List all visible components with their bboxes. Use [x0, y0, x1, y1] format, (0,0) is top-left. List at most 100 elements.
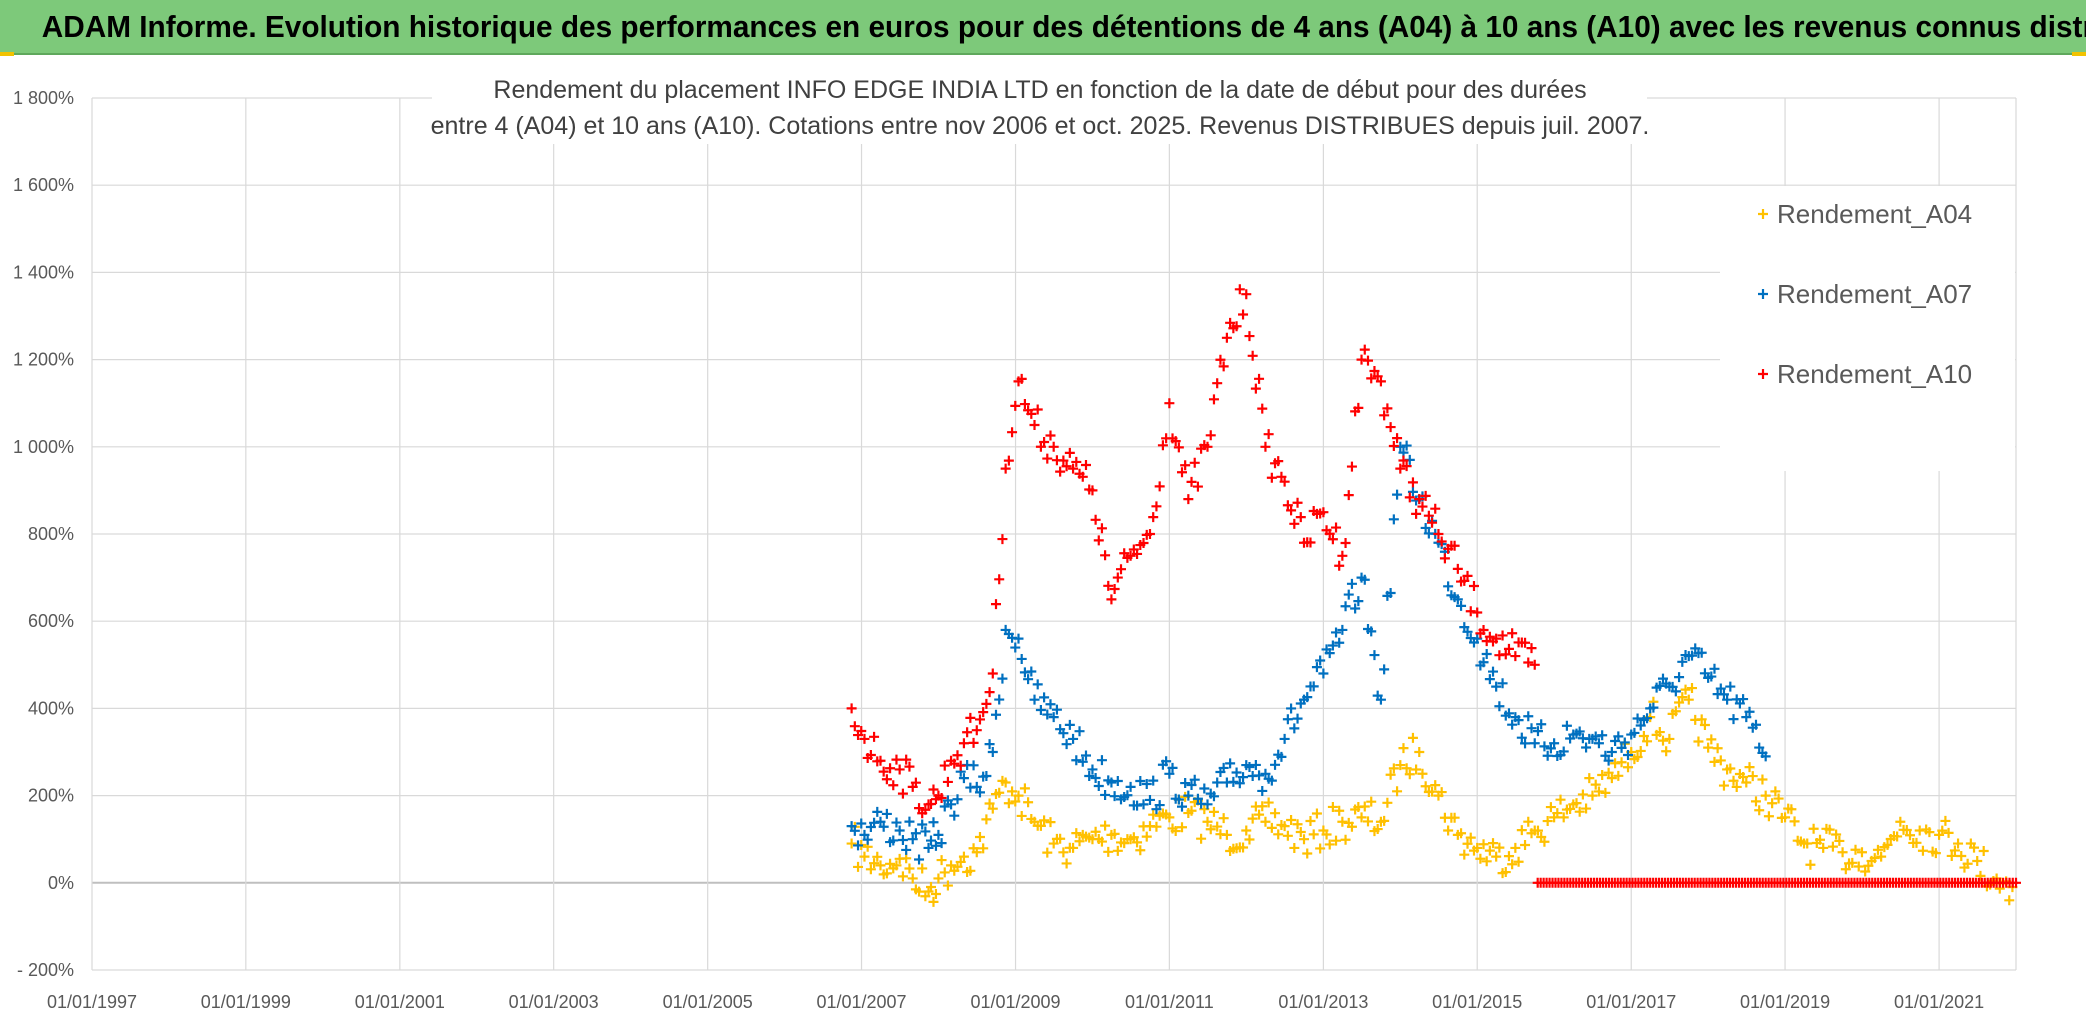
data-point-fill	[1282, 500, 1293, 511]
data-point-fill	[1552, 808, 1563, 819]
x-tick-label: 01/01/2005	[663, 992, 753, 1012]
data-point	[1000, 777, 1011, 788]
data-point-fill	[1661, 746, 1672, 757]
data-point-fill	[1071, 456, 1082, 467]
data-point-fill	[881, 774, 892, 785]
y-tick-label: 1 800%	[13, 88, 74, 108]
data-point-fill	[1616, 742, 1627, 753]
data-point-fill	[981, 770, 992, 781]
data-point-fill	[1901, 824, 1912, 835]
data-point-fill	[1308, 829, 1319, 840]
data-point-fill	[1238, 772, 1249, 783]
data-point-fill	[1946, 850, 1957, 861]
data-point-fill	[1750, 719, 1761, 730]
data-point-fill	[952, 750, 963, 761]
page-banner: ADAM Informe. Evolution historique des p…	[0, 0, 2086, 55]
data-point	[1491, 633, 1502, 644]
data-point-fill	[928, 784, 939, 795]
data-point	[1000, 463, 1011, 474]
data-point-fill	[1103, 846, 1114, 857]
data-point-fill	[1090, 826, 1101, 837]
data-point-fill	[1208, 806, 1219, 817]
data-point-fill	[1173, 442, 1184, 453]
data-point-fill	[1250, 383, 1261, 394]
y-tick-label: 600%	[28, 611, 74, 631]
data-point	[1260, 768, 1271, 779]
data-point	[1106, 777, 1117, 788]
data-point-fill	[1468, 581, 1479, 592]
data-point	[987, 803, 998, 814]
data-point-fill	[1039, 692, 1050, 703]
data-point	[1029, 694, 1040, 705]
data-point-fill	[917, 863, 928, 874]
data-point-fill	[1218, 361, 1229, 372]
data-point-fill	[928, 896, 939, 907]
data-point-fill	[994, 787, 1005, 798]
data-point-fill	[1315, 655, 1326, 666]
data-point-fill	[872, 806, 883, 817]
data-point-fill	[1500, 649, 1511, 660]
data-point	[1260, 816, 1271, 827]
data-point	[987, 668, 998, 679]
data-point	[1202, 441, 1213, 452]
data-point-fill	[1725, 681, 1736, 692]
x-tick-label: 01/01/2015	[1432, 992, 1522, 1012]
data-point-fill	[1263, 797, 1274, 808]
data-point-fill	[1289, 518, 1300, 529]
y-tick-label: 400%	[28, 698, 74, 718]
data-point-fill	[1847, 857, 1858, 868]
data-point-fill	[1420, 490, 1431, 501]
data-point	[1202, 816, 1213, 827]
data-point	[894, 764, 905, 775]
data-point	[894, 825, 905, 836]
data-point	[1375, 376, 1386, 387]
data-point	[1318, 507, 1329, 518]
data-point-fill	[1581, 803, 1592, 814]
data-point-fill	[1157, 440, 1168, 451]
data-point-fill	[1244, 834, 1255, 845]
data-point-fill	[1558, 812, 1569, 823]
data-point-fill	[1670, 706, 1681, 717]
data-point-fill	[1674, 672, 1685, 683]
data-point	[1414, 494, 1425, 505]
data-point-fill	[1061, 739, 1072, 750]
data-point-fill	[1112, 845, 1123, 856]
data-point-fill	[974, 714, 985, 725]
data-point-fill	[1536, 719, 1547, 730]
data-point-fill	[1109, 791, 1120, 802]
scatter-chart: - 200% 0% 200% 400% 600% 800% 1 000% 1 200% 1 40…	[0, 56, 2086, 1032]
data-point-fill	[1100, 789, 1111, 800]
data-point-fill	[1186, 476, 1197, 487]
data-point-fill	[1346, 821, 1357, 832]
data-point-fill	[997, 534, 1008, 545]
data-point	[859, 733, 870, 744]
x-axis-ticks: 01/01/1997 01/01/1999 01/01/2001 01/01/2003…	[47, 992, 1984, 1012]
data-point-fill	[914, 886, 925, 897]
data-point-fill	[1642, 736, 1653, 747]
data-point-fill	[939, 760, 950, 771]
data-point-fill	[1096, 836, 1107, 847]
data-point	[1587, 790, 1598, 801]
data-point-fill	[1042, 453, 1053, 464]
data-point-fill	[1398, 743, 1409, 754]
data-point-fill	[914, 803, 925, 814]
data-point-fill	[1930, 848, 1941, 859]
x-tick-label: 01/01/2013	[1278, 992, 1368, 1012]
data-point-fill	[1520, 738, 1531, 749]
data-point-fill	[1334, 805, 1345, 816]
data-point-fill	[1577, 789, 1588, 800]
data-point-fill	[1141, 778, 1152, 789]
data-point-fill	[1613, 731, 1624, 742]
data-point-fill	[1064, 719, 1075, 730]
data-point-fill	[1718, 780, 1729, 791]
data-point-fill	[1292, 819, 1303, 830]
data-point	[1876, 851, 1887, 862]
chart-title-line2: entre 4 (A04) et 10 ans (A10). Cotations…	[431, 112, 1650, 140]
data-point-fill	[897, 788, 908, 799]
data-point-fill	[1603, 755, 1614, 766]
data-point	[1452, 594, 1463, 605]
data-point-fill	[1116, 564, 1127, 575]
data-point-fill	[1488, 666, 1499, 677]
data-point-fill	[1398, 455, 1409, 466]
data-point-fill	[1869, 853, 1880, 864]
